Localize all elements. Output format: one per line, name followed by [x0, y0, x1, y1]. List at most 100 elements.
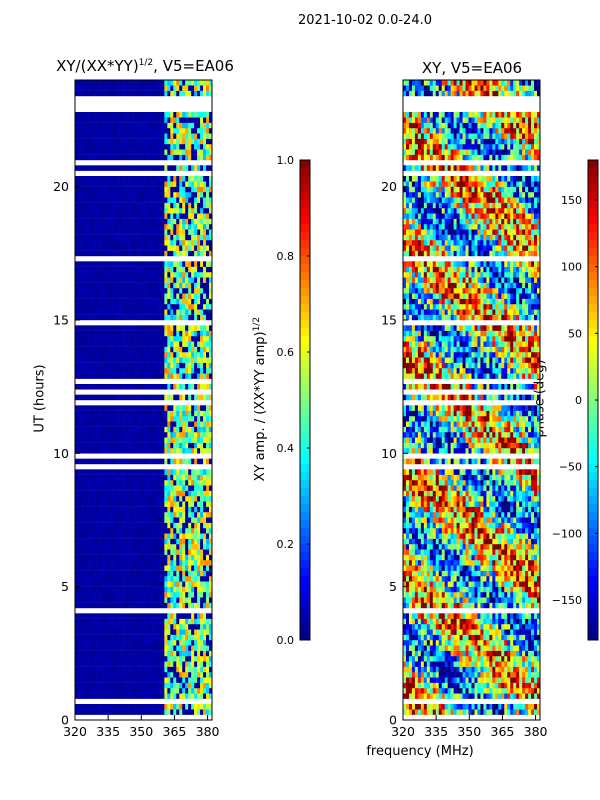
heatmap-cell [158, 656, 162, 662]
heatmap-cell [176, 474, 180, 481]
heatmap-cell [173, 213, 177, 219]
heatmap-cell [95, 416, 100, 422]
heatmap-cell [176, 570, 180, 577]
heatmap-cell [164, 394, 168, 401]
heatmap-cell [453, 704, 457, 710]
heatmap-cell [110, 128, 115, 134]
heatmap-cell [149, 421, 153, 427]
heatmap-cell [182, 661, 186, 667]
heatmap-cell [110, 544, 115, 550]
heatmap-cell [113, 469, 117, 475]
heatmap-cell [137, 704, 141, 710]
heatmap-cell [131, 298, 135, 305]
heatmap-cell [206, 240, 210, 246]
heatmap-cell [98, 208, 103, 214]
left-heatmap-xtick-label: 365 [163, 724, 187, 739]
heatmap-cell [77, 474, 82, 481]
heatmap-cell [113, 144, 117, 150]
heatmap-cell [137, 640, 141, 646]
heatmap-cell [185, 512, 189, 518]
heatmap-cell [95, 613, 100, 619]
heatmap-cell [161, 304, 165, 310]
heatmap-cell [179, 341, 183, 347]
heatmap-cell [176, 352, 180, 358]
heatmap-cell [176, 512, 180, 518]
heatmap-cell [155, 512, 159, 518]
heatmap-cell [173, 277, 177, 283]
heatmap-cell [104, 661, 109, 667]
heatmap-cell [203, 597, 207, 603]
heatmap-cell [122, 544, 126, 550]
heatmap-cell [140, 186, 144, 193]
heatmap-cell [176, 677, 180, 683]
heatmap-cell [119, 480, 123, 486]
heatmap-cell [164, 634, 168, 641]
heatmap-cell [188, 565, 192, 571]
heatmap-cell [95, 85, 100, 91]
heatmap-cell [77, 154, 82, 161]
heatmap-cell [155, 234, 159, 241]
heatmap-cell [140, 128, 144, 134]
heatmap-cell [194, 688, 198, 694]
heatmap-cell [95, 512, 100, 518]
heatmap-cell [119, 693, 123, 699]
heatmap-cell [191, 229, 195, 235]
heatmap-cell [119, 416, 123, 422]
heatmap-cell [182, 416, 186, 422]
heatmap-cell [179, 245, 183, 251]
heatmap-cell [77, 597, 82, 603]
heatmap-cell [113, 218, 117, 225]
heatmap-cell [128, 661, 132, 667]
heatmap-cell [143, 112, 147, 118]
heatmap-cell [167, 416, 171, 422]
heatmap-cell [113, 522, 117, 529]
heatmap-cell [209, 314, 213, 321]
heatmap-cell [89, 362, 94, 369]
heatmap-cell [131, 85, 135, 91]
heatmap-cell [143, 693, 147, 699]
heatmap-cell [197, 128, 201, 134]
heatmap-cell [152, 384, 156, 390]
heatmap-cell [164, 272, 168, 278]
heatmap-cell [95, 432, 100, 438]
heatmap-cell [170, 154, 174, 161]
heatmap-cell [86, 165, 91, 171]
heatmap-cell [206, 176, 210, 182]
heatmap-cell [107, 565, 112, 571]
heatmap-cell [143, 469, 147, 475]
heatmap-cell [89, 490, 94, 497]
heatmap-cell [107, 176, 112, 182]
heatmap-cell [128, 533, 132, 539]
heatmap-cell [110, 677, 115, 683]
heatmap-cell [164, 357, 168, 363]
heatmap-cell [101, 181, 106, 187]
heatmap-cell [164, 448, 168, 454]
heatmap-cell [107, 634, 112, 641]
heatmap-cell [185, 384, 189, 390]
heatmap-cell [140, 512, 144, 518]
heatmap-cell [155, 373, 159, 379]
heatmap-cell [176, 560, 180, 566]
heatmap-cell [152, 432, 156, 438]
heatmap-cell [206, 282, 210, 289]
heatmap-cell [125, 298, 129, 305]
heatmap-cell [110, 133, 115, 139]
heatmap-cell [197, 442, 201, 449]
heatmap-cell [143, 522, 147, 529]
heatmap-cell [122, 570, 126, 577]
heatmap-cell [83, 528, 88, 534]
heatmap-cell [173, 240, 177, 246]
heatmap-cell [134, 576, 138, 582]
heatmap-cell [77, 661, 82, 667]
heatmap-cell [185, 469, 189, 475]
heatmap-cell [80, 229, 85, 235]
heatmap-cell [206, 117, 210, 123]
heatmap-cell [155, 282, 159, 289]
heatmap-cell [411, 704, 416, 710]
heatmap-cell [89, 448, 94, 454]
heatmap-cell [101, 250, 106, 257]
heatmap-cell [122, 421, 126, 427]
heatmap-cell [197, 640, 201, 646]
heatmap-cell [209, 112, 213, 118]
heatmap-cell [95, 618, 100, 625]
